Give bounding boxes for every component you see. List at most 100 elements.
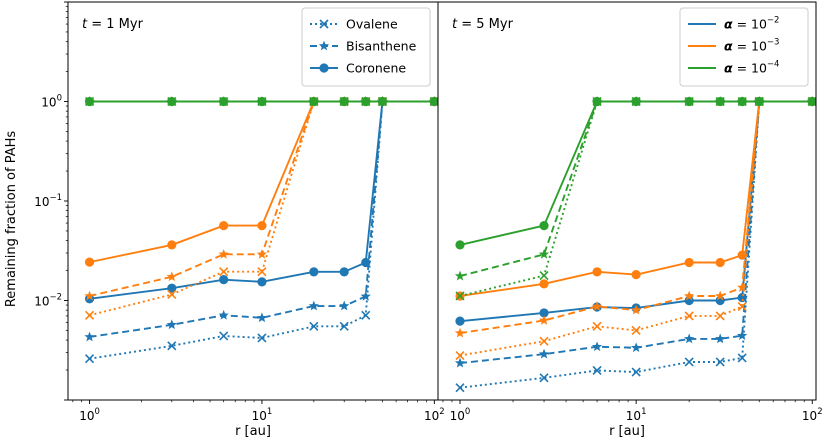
legend-marker [319, 19, 329, 29]
legend-label: Ovalene [346, 17, 398, 32]
data-point [167, 283, 177, 293]
data-point [737, 282, 748, 292]
data-point [631, 96, 641, 107]
legend-label: Coronene [346, 61, 406, 76]
data-point [257, 277, 267, 287]
data-point [684, 96, 694, 107]
series-bisanthene-alpha-3 [454, 96, 816, 338]
data-point [684, 333, 695, 344]
y-axis: 10−2 10−1 100 [34, 1, 68, 401]
x-axis-label: r [au] [609, 424, 645, 438]
data-point [167, 289, 177, 300]
series-line [89, 100, 435, 360]
data-point [361, 257, 371, 268]
data-point [219, 331, 229, 341]
legend-label: α = 10−4 [724, 60, 779, 76]
series-line [89, 100, 435, 297]
series-line [459, 100, 813, 297]
series-bisanthene-alpha-2 [84, 96, 438, 342]
x-tick-label: 102 [424, 407, 445, 423]
y-tick-label: 10−2 [34, 293, 62, 309]
data-point [737, 292, 747, 303]
data-point [167, 341, 177, 351]
data-point [339, 96, 349, 107]
data-point [429, 96, 438, 107]
data-point [631, 325, 641, 336]
legend-label: α = 10−3 [724, 38, 779, 54]
series-line [459, 100, 813, 246]
data-point [591, 301, 603, 311]
data-point [257, 333, 267, 343]
data-point [539, 220, 549, 231]
data-point [631, 304, 642, 315]
legend-entry: α = 10−2 [688, 16, 779, 32]
legend-entry: Coronene [310, 61, 406, 76]
data-point [257, 220, 267, 231]
legend-box [679, 7, 809, 87]
data-point [631, 342, 642, 353]
data-point [538, 248, 550, 259]
data-point [309, 267, 319, 277]
panel-t-5-myr: 100 101 102 r [au] t = 5 Myr α = 10−2 α = 10−3… [437, 1, 822, 438]
data-point [737, 353, 747, 363]
data-point [592, 321, 602, 331]
panel-label: t = 5 Myr [452, 17, 514, 32]
data-point [166, 271, 177, 282]
data-point [308, 300, 319, 311]
data-point [339, 267, 349, 277]
data-point [309, 321, 319, 331]
data-point [360, 290, 371, 301]
legend-label: Bisanthene [346, 39, 417, 54]
series-coronene-alpha-2 [455, 96, 816, 326]
legend: α = 10−2 α = 10−3 α = 10−4 [679, 7, 809, 87]
series-line [89, 100, 435, 300]
data-point [592, 96, 602, 107]
y-axis-label: Remaining fraction of PAHs [4, 131, 19, 308]
data-point [166, 319, 177, 330]
data-point [339, 321, 349, 331]
series-line [459, 100, 813, 297]
data-point [539, 279, 549, 289]
series-ovalene-alpha-4 [455, 96, 816, 301]
data-point [715, 357, 725, 367]
legend-entry: Ovalene [310, 17, 398, 32]
data-point [715, 290, 726, 301]
data-point [631, 270, 641, 280]
plot-area [454, 96, 816, 393]
data-point [539, 271, 549, 281]
data-point [737, 301, 747, 312]
series-line [459, 100, 813, 277]
data-point [84, 310, 95, 320]
legend-entry: α = 10−3 [688, 38, 779, 54]
data-point [592, 365, 602, 376]
legend-marker [318, 40, 330, 51]
data-point [454, 270, 466, 281]
panel-t-1-myr: 100 101 102 r [au] 10−2 10−1 100 t = 1 Myr Ovale… [34, 1, 445, 438]
data-point [715, 311, 725, 321]
legend: Ovalene Bisanthene Coronene [301, 7, 431, 87]
legend-entry: Bisanthene [310, 39, 417, 54]
y-tick-label: 10−1 [34, 193, 62, 209]
data-point [591, 341, 603, 352]
data-point [361, 310, 371, 320]
series-coronene-alpha-3 [84, 96, 438, 267]
data-point [715, 96, 725, 107]
data-point [455, 240, 465, 250]
x-tick-label: 100 [79, 407, 100, 423]
axes-frame [437, 1, 817, 401]
data-point [257, 267, 267, 277]
data-point [84, 354, 95, 364]
data-point [684, 357, 694, 367]
data-point [539, 373, 549, 383]
x-tick-label: 101 [626, 407, 647, 423]
series-coronene-alpha-4 [455, 96, 816, 250]
data-point [807, 96, 816, 107]
series-line [459, 100, 813, 357]
data-point [715, 333, 726, 344]
data-point [684, 257, 694, 268]
data-point [218, 248, 229, 259]
data-point [454, 357, 466, 368]
panel-label: t = 1 Myr [82, 17, 144, 32]
data-point [219, 220, 229, 231]
